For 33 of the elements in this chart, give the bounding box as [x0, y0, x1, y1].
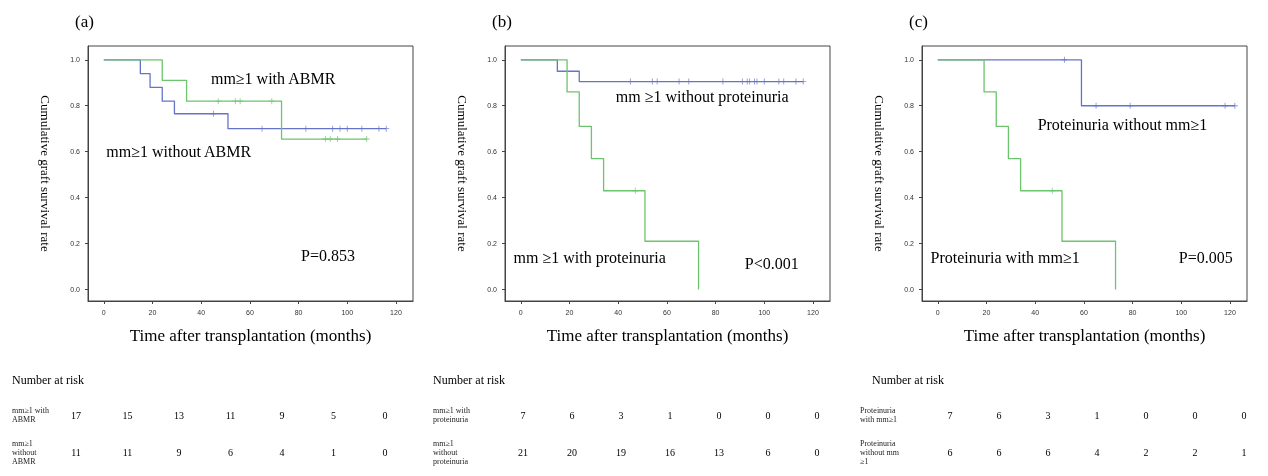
- series-label: Proteinuria without mm≥1: [1037, 115, 1208, 133]
- text: mm≥1 without ABMR: [12, 438, 39, 466]
- annotation: P=0.853: [301, 246, 355, 264]
- x-axis-title: Time after transplantation (months): [129, 326, 372, 345]
- y-axis-title: Cumulative graft survival rate: [38, 95, 53, 252]
- series-label: mm≥1 with ABMR: [210, 69, 336, 87]
- chart-title: (b): [492, 12, 512, 31]
- text: Number at risk: [12, 373, 84, 387]
- series-label: mm≥1 without ABMR: [106, 143, 252, 161]
- text: 6 6 6 4 2 2 1: [947, 446, 1247, 458]
- series-label: mm ≥1 with proteinuria: [513, 248, 666, 267]
- text: 21 20 19 16 13 6 0: [518, 446, 820, 458]
- text: 11 11 9 6 4 1 0: [71, 446, 388, 458]
- series-label: mm ≥1 without proteinuria: [615, 88, 789, 107]
- y-axis-title: Cumulative graft survival rate: [872, 95, 887, 252]
- text: Proteinuria without mm≥1: [860, 438, 900, 466]
- text: 7 6 3 1 0 0 0: [947, 409, 1247, 421]
- text: mm≥1 with proteinuria: [433, 406, 473, 424]
- text: Number at risk: [872, 373, 944, 387]
- annotation: P<0.001: [744, 254, 799, 272]
- text: Number at risk: [433, 373, 505, 387]
- text: 17 15 13 11 9 5 0: [71, 409, 388, 421]
- text: Proteinuria with mm≥1: [860, 406, 898, 424]
- y-axis-title: Cumulative graft survival rate: [455, 95, 470, 252]
- text: 7 6 3 1 0 0 0: [520, 409, 820, 421]
- x-axis-title: Time after transplantation (months): [963, 326, 1206, 345]
- chart-title: (c): [909, 12, 928, 31]
- text: mm≥1 without proteinuria: [433, 438, 469, 466]
- text: mm≥1 with ABMR: [12, 406, 52, 424]
- annotation: P=0.005: [1178, 248, 1233, 266]
- x-axis-title: Time after transplantation (months): [546, 326, 789, 345]
- series-label: Proteinuria with mm≥1: [930, 248, 1080, 266]
- chart-title: (a): [75, 12, 94, 31]
